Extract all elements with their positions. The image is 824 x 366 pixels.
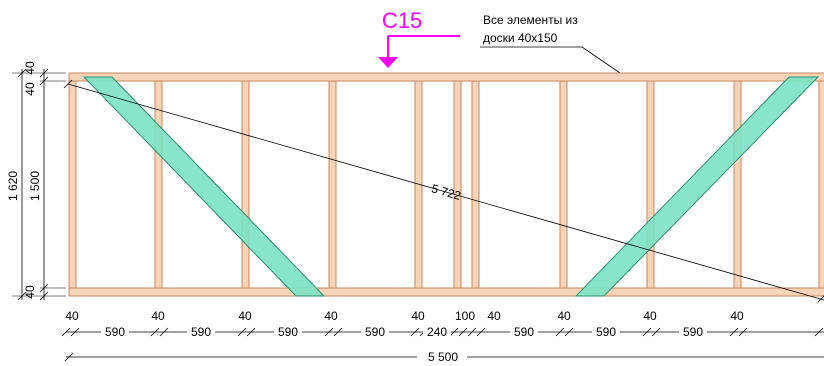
stud-2: [154, 80, 163, 289]
dim-label-16: 40: [643, 309, 657, 323]
note-line-1: Все элементы из: [483, 13, 578, 27]
chain-tick: [738, 327, 748, 337]
stud-7: [471, 80, 480, 289]
stud-1: [68, 80, 77, 289]
chain-tick: [324, 327, 334, 337]
chain-tick: [410, 327, 420, 337]
tick-o1: [17, 68, 27, 78]
chain-tick: [61, 327, 71, 337]
dim-label-bg: [679, 325, 707, 338]
dim-label-15: 590: [596, 325, 616, 339]
diagonal-tick-start: [63, 79, 73, 89]
stud-8: [559, 80, 568, 289]
section-arrow-icon: [378, 57, 398, 68]
dim-label-bg: [510, 325, 538, 338]
dim-label-bg: [274, 325, 302, 338]
right-brace: [574, 76, 820, 297]
note-line-2: доски 40x150: [483, 31, 558, 45]
dim-label-4: 590: [191, 325, 211, 339]
chain-tick: [150, 327, 160, 337]
overall-width-label-bg: [417, 349, 467, 363]
bottom-plate: [68, 287, 824, 297]
dim-label-18: 40: [730, 309, 744, 323]
tick-i4: [39, 291, 49, 301]
diagonal-line: [67, 83, 824, 301]
overall-height-label: 1 620: [6, 171, 20, 201]
chain-tick: [333, 327, 343, 337]
dim-label-bg: [187, 325, 215, 338]
chain-tick: [246, 327, 256, 337]
diagonal-braces: [82, 76, 820, 297]
dim-label-17: 590: [683, 325, 703, 339]
chain-tick: [564, 327, 574, 337]
chain-tick: [555, 327, 565, 337]
dim-label-8: 590: [365, 325, 385, 339]
overall-tick-start: [64, 352, 74, 362]
dim-label-5: 40: [238, 309, 252, 323]
note-leader: [581, 46, 627, 78]
dim-label-bg: [592, 325, 620, 338]
dim-label-14: 40: [557, 309, 571, 323]
dim-label-bg: [361, 325, 389, 338]
bottom-plate-height-label: 40: [23, 285, 37, 299]
tick-i2: [39, 76, 49, 86]
chain-tick: [449, 327, 459, 337]
chain-tick: [237, 327, 247, 337]
tick-i3: [39, 283, 49, 293]
left-dimensions: 40 40 1 620 1 500 40: [6, 61, 66, 301]
stud-9: [646, 80, 655, 289]
section-label: C15: [382, 8, 422, 33]
material-note: Все элементы из доски 40x150: [480, 13, 629, 80]
chain-tick: [159, 327, 169, 337]
chain-tick: [467, 327, 477, 337]
dim-label-6: 590: [278, 325, 298, 339]
dim-label-bg: [423, 325, 451, 338]
left-brace: [82, 76, 326, 297]
top-plate-height-label-2: 40: [23, 82, 37, 96]
diagonal-tick-end: [817, 295, 824, 303]
stud-10: [733, 80, 742, 289]
chain-tick: [458, 327, 468, 337]
chain-tick: [70, 327, 80, 337]
chain-tick: [476, 327, 486, 337]
chain-tick: [651, 327, 661, 337]
dim-label-1: 40: [65, 309, 79, 323]
dim-label-11: 100: [455, 309, 475, 323]
dim-label-2: 590: [105, 325, 125, 339]
dim-label-bg: [101, 325, 129, 338]
chain-tick: [814, 327, 824, 337]
clear-height-label: 1 500: [28, 171, 42, 201]
stud-3: [241, 80, 250, 289]
dim-label-9: 40: [411, 309, 425, 323]
top-plate-height-label: 40: [23, 61, 37, 75]
diagonal-dimension: 5 722: [63, 79, 824, 303]
tick-i1: [39, 68, 49, 78]
stud-11: [818, 80, 824, 289]
dim-label-12: 40: [487, 309, 501, 323]
chain-tick: [729, 327, 739, 337]
timber-frame: [68, 72, 824, 297]
dim-label-7: 40: [324, 309, 338, 323]
tick-o2: [17, 291, 27, 301]
section-marker: C15: [378, 8, 460, 68]
dim-label-3: 40: [151, 309, 165, 323]
stud-6: [453, 80, 462, 289]
dim-label-10: 240: [427, 325, 447, 339]
dim-label-13: 590: [514, 325, 534, 339]
overall-width-label: 5 500: [428, 350, 458, 364]
top-plate: [68, 72, 824, 82]
chain-tick: [642, 327, 652, 337]
stud-4: [328, 80, 337, 289]
